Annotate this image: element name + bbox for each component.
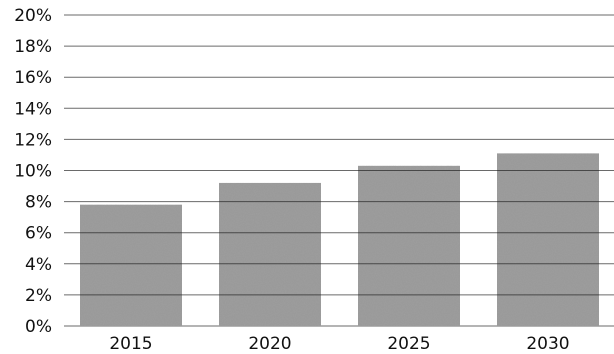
y-tick-label: 16%	[14, 68, 52, 88]
y-tick-label: 6%	[25, 224, 52, 244]
y-tick-label: 10%	[14, 162, 52, 182]
y-tick-label: 12%	[14, 130, 52, 150]
y-tick-label: 14%	[14, 99, 52, 119]
y-tick-label: 20%	[14, 6, 52, 26]
bar-2020	[219, 182, 321, 326]
y-tick-label: 18%	[14, 37, 52, 57]
bars	[80, 153, 599, 326]
y-tick-label: 2%	[25, 286, 52, 306]
bar-2030	[497, 153, 599, 326]
bar-2015	[80, 204, 182, 326]
y-tick-label: 4%	[25, 255, 52, 275]
x-tick-label-2020: 2020	[248, 334, 291, 354]
bar-2025	[358, 165, 460, 326]
y-tick-label: 8%	[25, 193, 52, 213]
x-tick-label-2015: 2015	[109, 334, 152, 354]
y-tick-label: 0%	[25, 317, 52, 337]
x-tick-label-2030: 2030	[526, 334, 569, 354]
x-tick-label-2025: 2025	[387, 334, 430, 354]
x-axis-category-labels: 2015 2020 2025 2030	[109, 334, 569, 354]
y-axis-tick-labels: 0% 2% 4% 6% 8% 10% 12% 14% 16% 18% 20%	[14, 6, 52, 337]
gridlines-over-bars	[80, 170, 599, 296]
